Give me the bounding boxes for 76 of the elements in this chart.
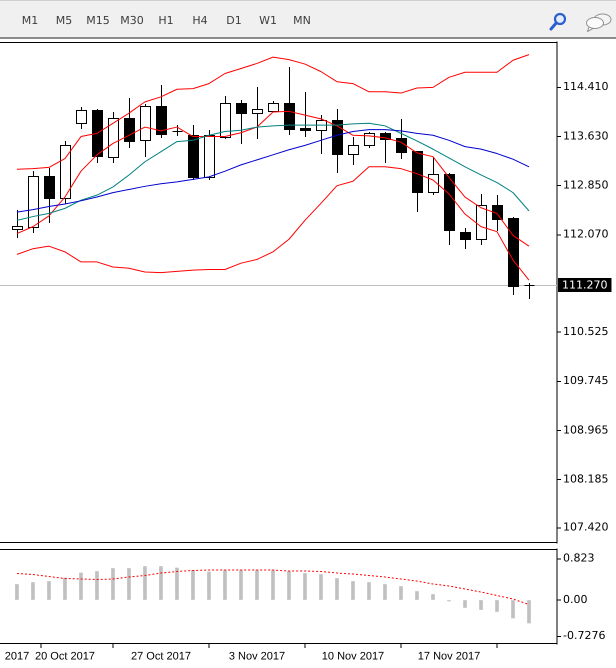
bar — [319, 574, 323, 600]
y-tick-label: 108.185 — [563, 472, 608, 486]
x-tick-label: 17 Nov 2017 — [418, 650, 480, 663]
text: W1 — [259, 14, 277, 26]
candlestick — [364, 132, 375, 148]
bar — [191, 570, 195, 600]
bar — [31, 582, 35, 600]
candlestick — [44, 168, 55, 224]
candlestick — [76, 106, 87, 130]
bar — [511, 600, 515, 618]
candlestick — [172, 124, 183, 136]
candlestick — [252, 86, 263, 140]
text: M1 — [22, 14, 38, 26]
bar — [287, 571, 291, 600]
y-tick-label: 110.525 — [563, 325, 608, 338]
bar — [143, 566, 147, 600]
bar — [367, 582, 371, 600]
y-tick-label: 109.745 — [563, 374, 608, 388]
candlestick — [396, 118, 407, 160]
y-tick-label: 0.823 — [563, 552, 594, 565]
y-tick-label: 112.850 — [563, 178, 608, 192]
candlestick — [348, 136, 359, 166]
candlestick — [428, 156, 439, 196]
x-tick-label: 3 Nov 2017 — [228, 650, 286, 663]
candlestick — [524, 282, 535, 300]
bar — [111, 568, 115, 600]
bar — [399, 586, 403, 600]
y-tick-label: 0.00 — [563, 592, 588, 606]
bar — [79, 572, 83, 600]
y-tick-label: 113.630 — [563, 129, 608, 142]
bar — [463, 600, 467, 608]
x-tick-label: 10 Nov 2017 — [322, 650, 384, 663]
x-tick-label: 27 Oct 2017 — [131, 650, 191, 663]
text: M5 — [56, 14, 72, 26]
bar — [47, 581, 51, 600]
bar — [431, 594, 435, 600]
candlestick — [300, 92, 311, 138]
bar — [335, 578, 339, 600]
bar — [351, 581, 355, 600]
candlestick — [492, 194, 503, 232]
line-series — [16, 570, 530, 605]
text: H1 — [158, 14, 174, 26]
candlestick — [460, 228, 471, 250]
bar — [303, 573, 307, 600]
candlestick — [124, 98, 135, 148]
bar — [175, 568, 179, 600]
ref-line-label: 111.270 — [562, 278, 608, 292]
y-tick-label: 108.965 — [563, 423, 608, 436]
y-tick-label: 107.420 — [563, 520, 608, 534]
bar — [127, 568, 131, 600]
bar — [15, 584, 19, 600]
bar — [415, 591, 419, 600]
bar — [159, 566, 163, 600]
candlestick — [12, 210, 23, 238]
text: D1 — [226, 14, 242, 26]
bar — [527, 600, 531, 624]
bar — [207, 572, 211, 600]
bar — [223, 570, 227, 600]
y-tick-label: -0.7276 — [563, 629, 606, 642]
bar — [239, 570, 243, 600]
bar — [271, 570, 275, 600]
y-tick-label: 114.410 — [563, 80, 608, 94]
bar — [383, 584, 387, 600]
x-tick-label: 20 Oct 2017 — [34, 650, 95, 663]
bar — [255, 570, 259, 600]
bar — [479, 600, 483, 610]
bar — [63, 578, 67, 600]
text: MN — [293, 14, 311, 26]
candlestick — [236, 100, 247, 144]
text: M15 — [86, 14, 110, 26]
y-tick-label: 112.070 — [563, 228, 608, 241]
bar — [495, 600, 499, 612]
x-tick-label: 2017 — [4, 650, 30, 663]
text: M30 — [120, 14, 144, 26]
text: H4 — [192, 14, 208, 26]
bar — [95, 571, 99, 600]
